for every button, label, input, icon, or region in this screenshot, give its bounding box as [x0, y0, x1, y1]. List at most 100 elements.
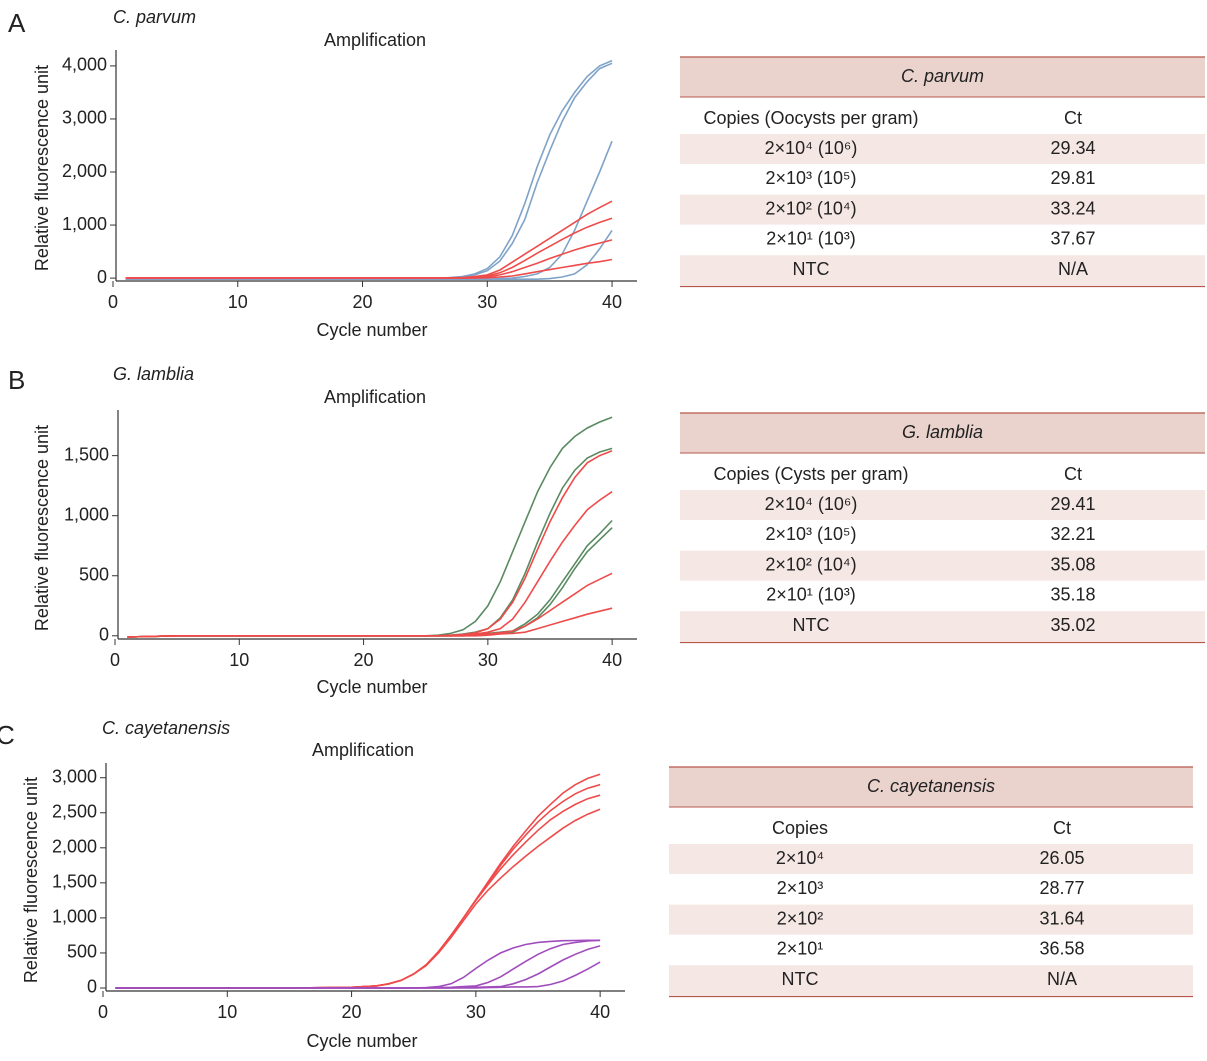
y-tick-label: 0	[97, 267, 107, 287]
amplification-curve	[115, 945, 601, 989]
table-title: C. cayetanensis	[867, 776, 995, 796]
x-tick-label: 20	[342, 1002, 362, 1022]
table-row-band	[680, 255, 1205, 286]
amplification-curve	[115, 794, 601, 989]
x-tick-label: 30	[478, 650, 498, 670]
amplification-curve	[115, 939, 601, 989]
table-cell: 2×10³	[777, 878, 824, 898]
table-header-band	[680, 413, 1205, 453]
table-cell: 2×10⁴ (10⁶)	[765, 138, 858, 158]
x-tick-label: 0	[108, 292, 118, 312]
y-tick-label: 3,000	[62, 108, 107, 128]
y-tick-label: 1,000	[62, 214, 107, 234]
table-cell: 29.41	[1050, 494, 1095, 514]
table-column-header: Ct	[1064, 464, 1082, 484]
table-row-band	[680, 611, 1205, 642]
amplification-curve	[125, 200, 613, 279]
amplification-curve	[115, 773, 601, 989]
table-row-band	[680, 134, 1205, 164]
table-cell: 2×10¹ (10³)	[766, 585, 856, 605]
x-tick-label: 0	[98, 1002, 108, 1022]
y-tick-label: 500	[67, 942, 97, 962]
table-column-header: Copies (Oocysts per gram)	[703, 108, 918, 128]
y-tick-label: 1,500	[52, 872, 97, 892]
table-cell: 2×10² (10⁴)	[765, 198, 856, 218]
panel-label: C	[0, 720, 15, 750]
table-cell: NTC	[793, 259, 830, 279]
amplification-curve	[127, 607, 613, 638]
table-header-band	[680, 57, 1205, 97]
table-column-header: Ct	[1053, 818, 1071, 838]
x-tick-label: 30	[466, 1002, 486, 1022]
x-tick-label: 20	[354, 650, 374, 670]
amplification-curve	[125, 62, 613, 280]
chart-title: Amplification	[324, 30, 426, 50]
species-name: C. cayetanensis	[102, 718, 230, 738]
chart-title: Amplification	[312, 740, 414, 760]
table-cell: 2×10³ (10⁵)	[765, 168, 856, 188]
table-row-band	[669, 844, 1193, 874]
amplification-curve	[127, 447, 613, 638]
y-axis-label: Relative fluorescence unit	[21, 777, 41, 983]
y-tick-label: 0	[99, 625, 109, 645]
table-row-band	[669, 904, 1193, 935]
table-cell: NTC	[782, 969, 819, 989]
table-column-header: Copies (Cysts per gram)	[713, 464, 908, 484]
panel-label: B	[8, 365, 25, 395]
amplification-curve	[115, 961, 601, 989]
species-name: C. parvum	[113, 7, 196, 27]
table-cell: 32.21	[1050, 524, 1095, 544]
table-title: G. lamblia	[902, 422, 983, 442]
amplification-curve	[125, 258, 613, 279]
table-cell: 2×10⁴	[776, 848, 824, 868]
x-tick-label: 40	[602, 292, 622, 312]
y-tick-label: 1,000	[52, 907, 97, 927]
table-cell: 2×10² (10⁴)	[765, 554, 856, 574]
panel-label: A	[8, 8, 26, 38]
table-row-band	[669, 965, 1193, 996]
species-name: G. lamblia	[113, 364, 194, 384]
y-tick-label: 1,500	[64, 444, 109, 464]
y-axis-label: Relative fluorescence unit	[32, 425, 52, 631]
y-tick-label: 2,000	[62, 161, 107, 181]
y-tick-label: 2,500	[52, 802, 97, 822]
x-tick-label: 0	[110, 650, 120, 670]
table-cell: 31.64	[1039, 908, 1084, 928]
amplification-curve	[125, 59, 613, 280]
amplification-curve	[125, 217, 613, 279]
x-tick-label: 10	[228, 292, 248, 312]
table-header-band	[669, 767, 1193, 807]
y-tick-label: 1,000	[64, 504, 109, 524]
x-tick-label: 30	[477, 292, 497, 312]
amplification-curve	[125, 229, 613, 280]
amplification-curve	[127, 416, 613, 638]
x-axis-label: Cycle number	[316, 320, 427, 340]
table-cell: 26.05	[1039, 848, 1084, 868]
x-tick-label: 40	[590, 1002, 610, 1022]
table-cell: N/A	[1058, 259, 1088, 279]
table-cell: 2×10¹ (10³)	[766, 229, 856, 249]
table-cell: 2×10⁴ (10⁶)	[765, 494, 858, 514]
table-cell: 33.24	[1050, 198, 1095, 218]
table-row-band	[680, 550, 1205, 581]
y-axis-label: Relative fluorescence unit	[32, 65, 52, 271]
table-cell: 2×10³ (10⁵)	[765, 524, 856, 544]
y-tick-label: 500	[79, 564, 109, 584]
table-cell: 2×10²	[777, 908, 824, 928]
table-title: C. parvum	[901, 66, 984, 86]
amplification-curve	[115, 939, 601, 989]
x-axis-label: Cycle number	[306, 1031, 417, 1051]
x-axis-label: Cycle number	[316, 677, 427, 697]
y-tick-label: 0	[87, 977, 97, 997]
x-tick-label: 20	[353, 292, 373, 312]
table-cell: N/A	[1047, 969, 1077, 989]
amplification-curve	[115, 783, 601, 989]
x-tick-label: 10	[217, 1002, 237, 1022]
y-tick-label: 2,000	[52, 837, 97, 857]
table-cell: NTC	[793, 615, 830, 635]
table-cell: 35.08	[1050, 554, 1095, 574]
table-cell: 35.02	[1050, 615, 1095, 635]
amplification-curve	[127, 450, 613, 638]
x-tick-label: 40	[602, 650, 622, 670]
